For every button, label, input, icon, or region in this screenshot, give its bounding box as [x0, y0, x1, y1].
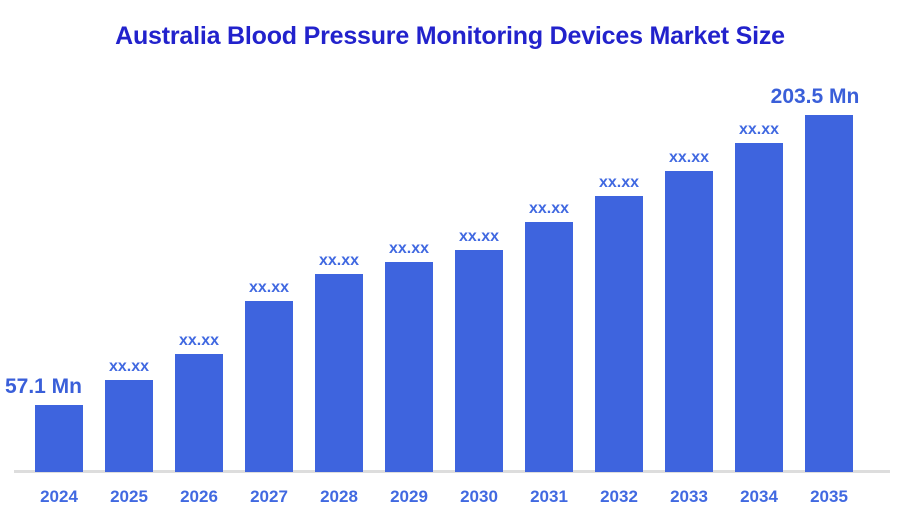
bar-group-2035: 203.5 Mn 2035 — [771, 0, 864, 525]
x-axis-tick-2034: 2034 — [740, 487, 778, 506]
bar-group-2030: xx.xx 2030 — [444, 0, 514, 525]
x-axis-baseline — [14, 470, 890, 473]
bar-group-2034: xx.xx 2034 — [724, 0, 794, 525]
x-axis-tick-2027: 2027 — [250, 487, 288, 506]
bar-value-label-2027: xx.xx — [248, 279, 290, 296]
bar-value-label-2030: xx.xx — [458, 228, 500, 245]
x-axis-tick-2032: 2032 — [600, 487, 638, 506]
bar-2029[interactable] — [385, 262, 433, 472]
bar-value-label-2029: xx.xx — [388, 240, 430, 257]
bar-group-2028: xx.xx 2028 — [304, 0, 374, 525]
x-axis-tick-2033: 2033 — [670, 487, 708, 506]
x-axis-tick-2031: 2031 — [530, 487, 568, 506]
bar-value-label-2025: xx.xx — [108, 358, 150, 375]
bar-value-label-2033: xx.xx — [668, 149, 710, 166]
bar-2035[interactable] — [805, 115, 853, 472]
bar-group-2025: xx.xx 2025 — [94, 0, 164, 525]
bar-group-2033: xx.xx 2033 — [654, 0, 724, 525]
bar-2024[interactable] — [35, 405, 83, 472]
bar-value-label-2028: xx.xx — [318, 252, 360, 269]
bar-group-2029: xx.xx 2029 — [374, 0, 444, 525]
bar-value-label-2034: xx.xx — [738, 121, 780, 138]
bar-group-2031: xx.xx 2031 — [514, 0, 584, 525]
chart-title: Australia Blood Pressure Monitoring Devi… — [115, 22, 785, 50]
bar-group-2026: xx.xx 2026 — [164, 0, 234, 525]
x-axis-tick-2035: 2035 — [810, 487, 848, 506]
bar-group-2027: xx.xx 2027 — [234, 0, 304, 525]
x-axis-tick-2025: 2025 — [110, 487, 148, 506]
bar-2025[interactable] — [105, 380, 153, 472]
x-axis-tick-2026: 2026 — [180, 487, 218, 506]
bar-value-label-2031: xx.xx — [528, 200, 570, 217]
bar-2032[interactable] — [595, 196, 643, 472]
bar-2033[interactable] — [665, 171, 713, 472]
bar-value-label-2026: xx.xx — [178, 332, 220, 349]
x-axis-tick-2024: 2024 — [40, 487, 78, 506]
bar-2031[interactable] — [525, 222, 573, 472]
bar-group-2032: xx.xx 2032 — [584, 0, 654, 525]
bar-value-label-2035: 203.5 Mn — [770, 85, 860, 108]
bar-value-label-2032: xx.xx — [598, 174, 640, 191]
bar-2026[interactable] — [175, 354, 223, 472]
x-axis-tick-2029: 2029 — [390, 487, 428, 506]
bar-2030[interactable] — [455, 250, 503, 472]
x-axis-tick-2030: 2030 — [460, 487, 498, 506]
bar-2028[interactable] — [315, 274, 363, 472]
bar-2027[interactable] — [245, 301, 293, 472]
bar-group-2024: 57.1 Mn 2024 — [5, 0, 94, 525]
bar-value-label-2024: 57.1 Mn — [4, 375, 82, 398]
bar-2034[interactable] — [735, 143, 783, 472]
x-axis-tick-2028: 2028 — [320, 487, 358, 506]
